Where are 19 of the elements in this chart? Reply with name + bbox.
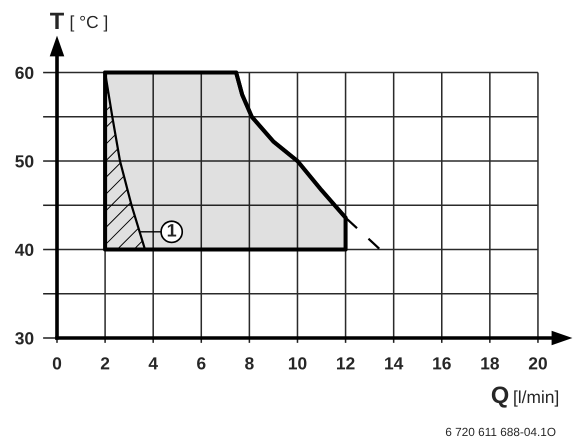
x-tick-label: 0 xyxy=(52,357,62,370)
y-tick-label: 50 xyxy=(15,155,34,168)
x-tick-label: 14 xyxy=(385,357,404,370)
text: 6 720 611 688-04.1O xyxy=(446,428,556,436)
x-tick-label: 12 xyxy=(337,357,355,370)
annotation: 1 xyxy=(168,224,176,236)
x-tick-label: 20 xyxy=(528,357,547,370)
y-tick-label: 60 xyxy=(15,66,34,80)
x-tick-label: 4 xyxy=(148,357,158,370)
y-tick-label: 30 xyxy=(15,332,34,344)
x-tick-label: 6 xyxy=(197,357,206,370)
x-tick-label: 10 xyxy=(288,357,306,370)
y-axis-title: T [ °C ] xyxy=(50,12,108,32)
x-tick-label: 2 xyxy=(100,357,110,370)
x-axis-title: Q [l/min] xyxy=(492,386,558,408)
x-tick-label: 8 xyxy=(245,357,254,370)
x-tick-label: 18 xyxy=(481,357,499,370)
x-tick-label: 16 xyxy=(433,357,451,370)
y-tick-label: 40 xyxy=(15,244,34,256)
